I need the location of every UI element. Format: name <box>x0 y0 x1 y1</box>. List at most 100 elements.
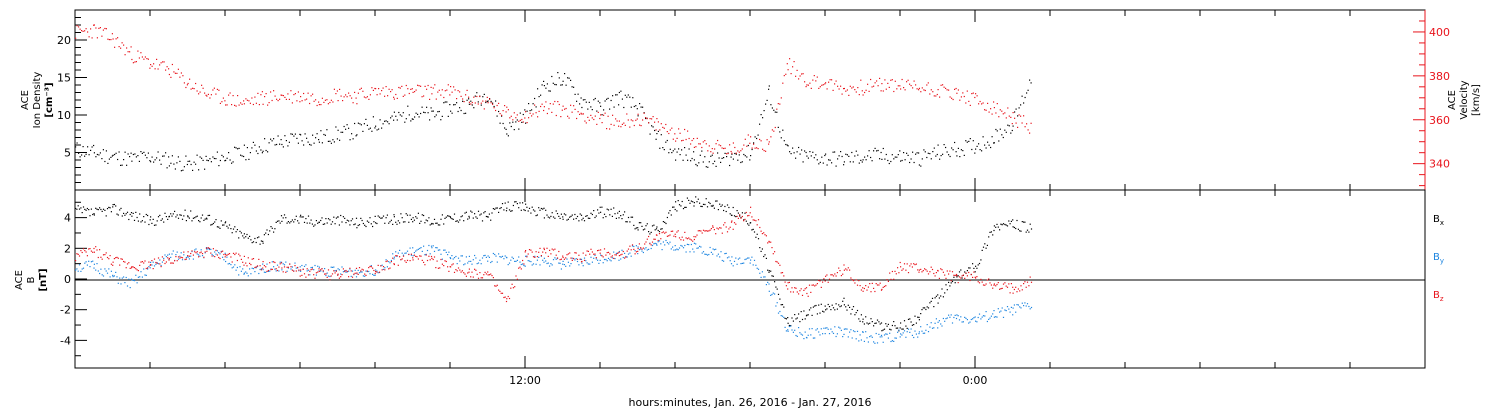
by-series-point <box>102 275 105 277</box>
bx-series-point <box>594 216 596 219</box>
bz-series-point <box>340 276 342 278</box>
bx-series-point <box>701 205 703 208</box>
bx-series-point <box>732 206 734 209</box>
density-series-point <box>655 138 657 140</box>
by-series-point <box>720 251 722 253</box>
bz-series-point <box>177 256 180 258</box>
by-series-point <box>618 250 620 253</box>
density-series-point <box>633 105 635 108</box>
density-series-point <box>730 156 732 158</box>
velocity-series-point <box>841 93 843 95</box>
density-series-point <box>490 100 492 102</box>
bx-series-point <box>631 216 634 218</box>
bz-series-point <box>648 235 650 238</box>
bz-series-point <box>286 266 288 268</box>
velocity-series-point <box>616 120 618 122</box>
density-series-point <box>554 83 556 86</box>
by-series-point <box>101 274 103 276</box>
velocity-series-point <box>424 85 426 87</box>
density-series-point <box>423 111 425 113</box>
bx-series-point <box>807 314 809 316</box>
by-series-point <box>500 256 502 258</box>
by-series-point <box>900 333 902 335</box>
bz-series-point <box>355 267 358 269</box>
velocity-series-point <box>408 92 410 95</box>
density-series-point <box>176 162 178 164</box>
density-series-point <box>796 151 798 153</box>
velocity-series-point <box>687 130 689 132</box>
bz-series-point <box>969 279 971 282</box>
density-series-point <box>238 147 240 149</box>
bz-series-point <box>651 241 654 243</box>
bz-series-point <box>406 259 409 261</box>
velocity-series-point <box>96 37 98 39</box>
velocity-series-point <box>303 92 305 95</box>
density-series-point <box>476 92 478 94</box>
bz-series-point <box>351 276 354 278</box>
bx-series-point <box>715 200 717 202</box>
by-series-point <box>227 263 229 265</box>
bz-series-point <box>558 250 560 253</box>
density-series-point <box>441 115 443 117</box>
bz-series-point <box>893 278 895 280</box>
by-series-point <box>618 259 620 261</box>
by-series-point <box>395 251 397 253</box>
density-series-point <box>779 131 781 133</box>
bx-series-point <box>788 324 790 327</box>
bx-series-point <box>327 218 330 220</box>
bz-series-point <box>750 206 752 208</box>
bz-series-point <box>433 256 436 258</box>
density-series-point <box>303 144 305 146</box>
density-series-point <box>101 158 103 160</box>
density-series-point <box>630 106 632 108</box>
by-series-point <box>345 271 347 273</box>
bx-series-point <box>827 303 829 306</box>
bz-series-point <box>1026 281 1029 283</box>
velocity-series-point <box>564 108 566 110</box>
velocity-series-point <box>1007 107 1009 109</box>
by-series-point <box>467 262 469 264</box>
bz-series-point <box>863 287 865 290</box>
by-series-point <box>713 249 715 251</box>
velocity-series-point <box>707 150 709 152</box>
velocity-series-point <box>577 111 579 113</box>
bx-series-point <box>874 322 876 324</box>
density-series-point <box>596 110 598 112</box>
bx-series-point <box>306 222 308 224</box>
by-series-point <box>997 308 999 310</box>
density-series-point <box>1014 111 1016 113</box>
by-series-point <box>732 265 734 267</box>
legend-by: By <box>1433 252 1444 265</box>
bz-series-point <box>751 216 753 218</box>
bz-series-point <box>660 238 662 240</box>
bz-series-point <box>624 257 626 259</box>
by-series-point <box>753 259 756 261</box>
bx-series-point <box>771 275 773 277</box>
by-series-point <box>236 266 238 269</box>
bx-series-point <box>761 248 763 250</box>
bx-series-point <box>681 200 683 203</box>
bz-series-point <box>709 229 711 231</box>
velocity-series-point <box>105 28 107 30</box>
density-series-point <box>293 135 295 137</box>
velocity-series-point <box>918 87 920 89</box>
velocity-series-point <box>792 66 794 68</box>
velocity-series-point <box>858 94 860 96</box>
bx-series-point <box>374 215 376 217</box>
bz-series-point <box>917 269 919 271</box>
density-series-point <box>710 155 712 157</box>
bz-series-point <box>646 238 648 240</box>
bz-series-point <box>481 277 484 279</box>
bz-series-point <box>125 267 127 269</box>
bz-series-point <box>948 273 950 275</box>
velocity-series-point <box>213 87 215 89</box>
bz-series-point <box>795 287 797 289</box>
bz-series-point <box>717 228 719 230</box>
by-series-point <box>499 256 501 258</box>
bx-series-point <box>984 243 986 245</box>
density-series-point <box>190 163 192 166</box>
velocity-series-point <box>297 91 299 93</box>
bz-series-point <box>302 268 304 270</box>
bz-series-point <box>581 260 583 263</box>
density-series-point <box>574 93 576 95</box>
